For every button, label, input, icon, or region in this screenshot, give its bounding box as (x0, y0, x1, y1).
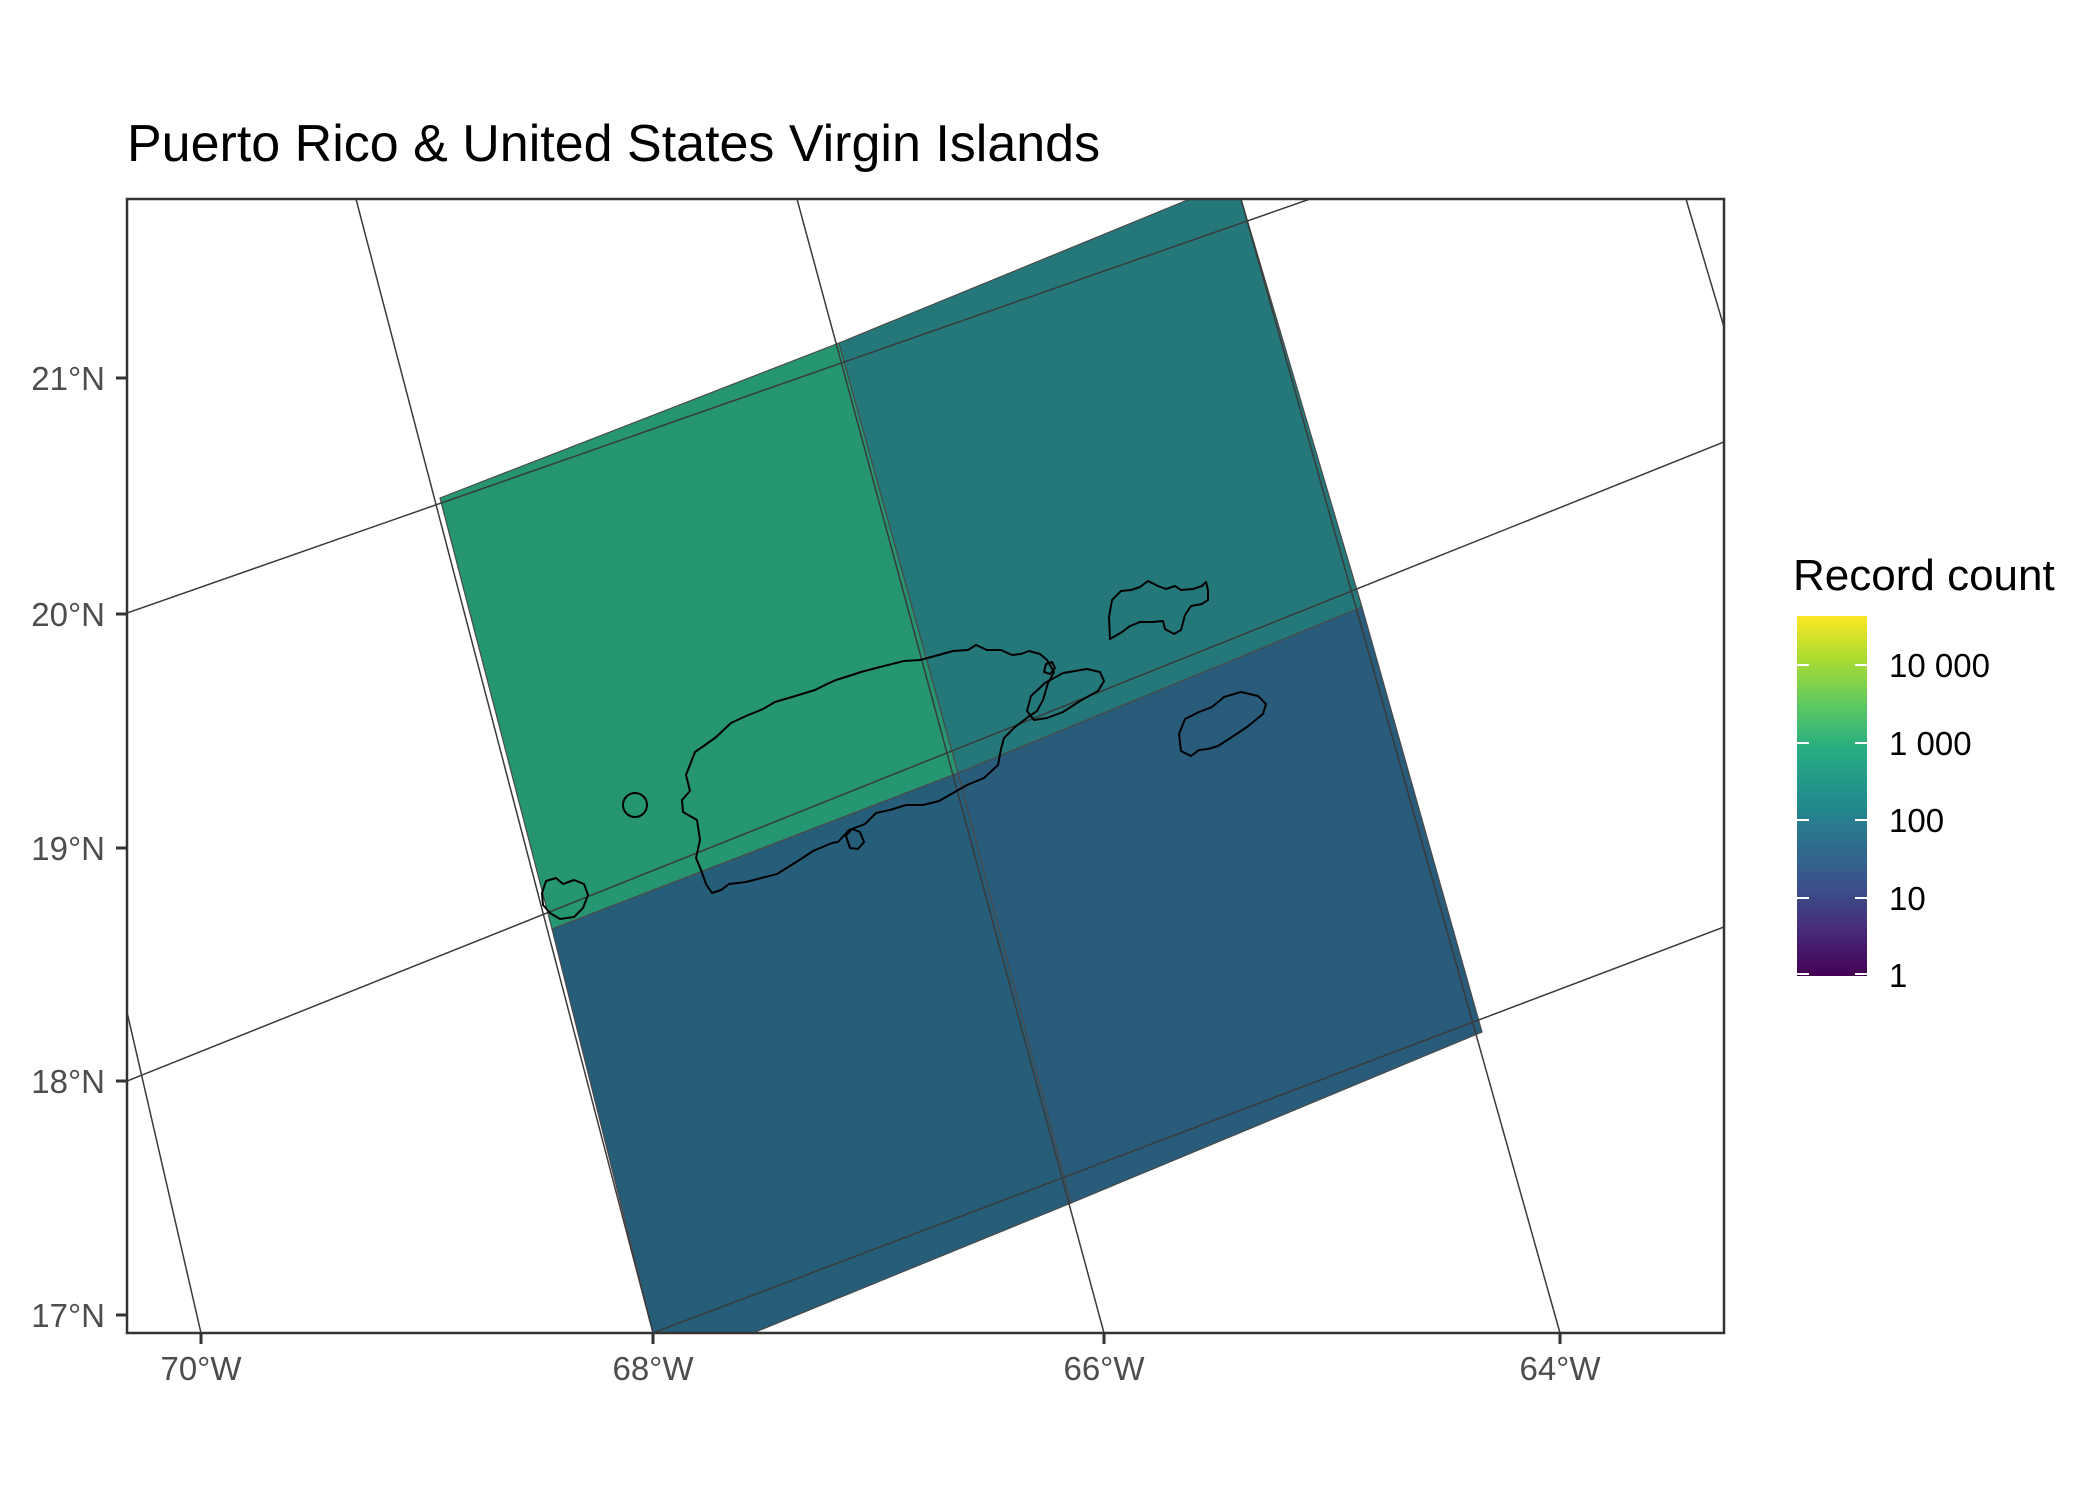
island-st-croix (1178, 691, 1267, 757)
parallel-line (127, 199, 1311, 614)
panel-border (125, 197, 1726, 1335)
island-desecheo (622, 792, 648, 818)
legend-title: Record count (1793, 551, 2055, 600)
x-tick-label: 68°W (612, 1350, 694, 1387)
island-puerto-rico (681, 644, 1055, 894)
map-panel (127, 199, 1724, 1333)
x-tick-label: 70°W (160, 1350, 242, 1387)
grid-cell-ne (838, 199, 1363, 774)
y-tick-label: 18°N (31, 1063, 105, 1100)
x-axis: 70°W 68°W 66°W 64°W (160, 1333, 1601, 1387)
island-mona (541, 877, 589, 920)
legend-label: 100 (1889, 802, 1944, 839)
legend-label: 10 000 (1889, 647, 1990, 684)
meridian-line (1685, 199, 1724, 328)
parallel-line (652, 926, 1724, 1333)
island-coastal-islet (845, 828, 865, 850)
x-tick-label: 64°W (1519, 1350, 1601, 1387)
y-tick-label: 17°N (31, 1297, 105, 1334)
y-tick-label: 19°N (31, 830, 105, 867)
grid-cell-sw (551, 772, 1072, 1333)
graticule-meridians (127, 199, 1724, 1333)
land-outlines (541, 580, 1267, 920)
legend: Record count 10 000 1 000 100 10 1 (1793, 551, 2055, 994)
x-tick-label: 66°W (1063, 1350, 1145, 1387)
parallel-line (127, 441, 1724, 1082)
legend-colorbar (1797, 616, 1867, 976)
graticule-parallels (127, 199, 1724, 1333)
y-axis: 21°N 20°N 19°N 18°N 17°N (31, 360, 127, 1334)
meridian-line (127, 1011, 202, 1333)
meridian-line (355, 199, 654, 1333)
legend-label: 1 000 (1889, 725, 1972, 762)
meridian-line (796, 199, 1105, 1333)
legend-label: 1 (1889, 957, 1907, 994)
island-small-cay (1043, 661, 1056, 675)
map-title: Puerto Rico & United States Virgin Islan… (127, 115, 1100, 173)
island-culebra-st-thomas (1108, 580, 1209, 640)
grid-cell-se (957, 606, 1483, 1204)
meridian-line (1240, 199, 1561, 1333)
island-vieques (1026, 668, 1105, 721)
y-tick-label: 21°N (31, 360, 105, 397)
y-tick-label: 20°N (31, 596, 105, 633)
legend-label: 10 (1889, 880, 1926, 917)
